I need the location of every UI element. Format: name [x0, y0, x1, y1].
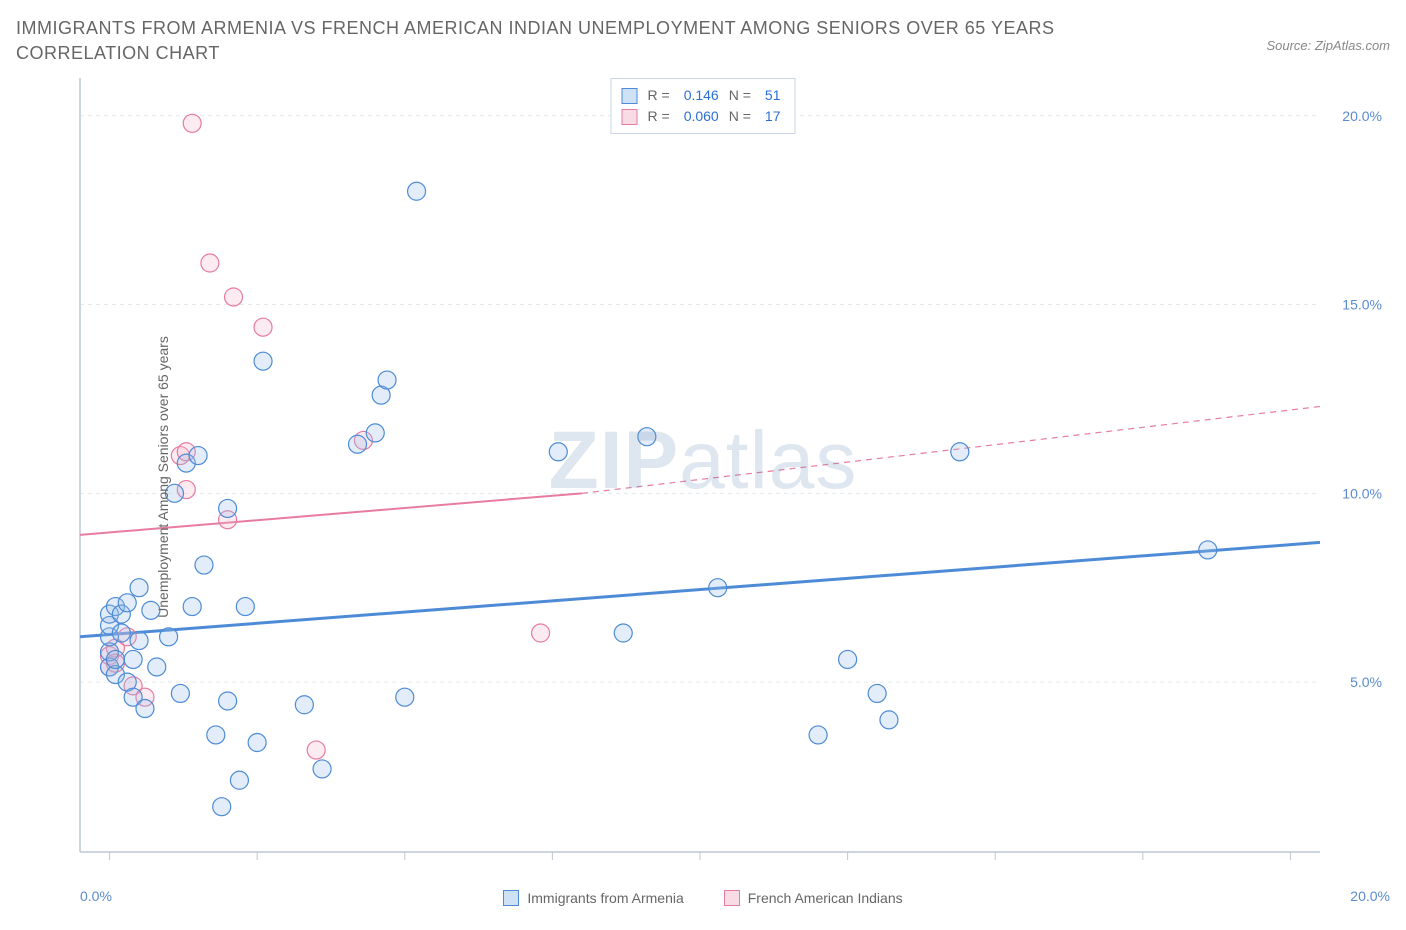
legend-swatch-blue	[622, 88, 638, 104]
n-value-2: 17	[765, 106, 781, 127]
n-label-1: N =	[729, 85, 751, 106]
legend-label-2: French American Indians	[748, 890, 903, 906]
n-label-2: N =	[729, 106, 751, 127]
legend-bottom-swatch-blue	[503, 890, 519, 906]
x-max-label: 20.0%	[1350, 888, 1390, 904]
x-min-label: 0.0%	[80, 888, 112, 904]
legend-swatch-pink	[622, 109, 638, 125]
chart-title: IMMIGRANTS FROM ARMENIA VS FRENCH AMERIC…	[16, 16, 1116, 66]
legend-bottom: Immigrants from Armenia French American …	[16, 890, 1390, 906]
header: IMMIGRANTS FROM ARMENIA VS FRENCH AMERIC…	[16, 16, 1390, 66]
svg-text:20.0%: 20.0%	[1342, 108, 1382, 124]
legend-stats: R = 0.146 N = 51 R = 0.060 N = 17	[611, 78, 796, 134]
r-value-1: 0.146	[684, 85, 719, 106]
legend-stats-row-2: R = 0.060 N = 17	[622, 106, 781, 127]
scatter-plot: 5.0% 10.0% 15.0% 20.0%	[16, 72, 1390, 882]
svg-text:15.0%: 15.0%	[1342, 297, 1382, 313]
legend-item-1: Immigrants from Armenia	[503, 890, 683, 906]
y-axis-label: Unemployment Among Seniors over 65 years	[155, 337, 171, 619]
chart-container: IMMIGRANTS FROM ARMENIA VS FRENCH AMERIC…	[16, 16, 1390, 906]
r-label-1: R =	[648, 85, 670, 106]
n-value-1: 51	[765, 85, 781, 106]
svg-text:10.0%: 10.0%	[1342, 486, 1382, 502]
svg-text:5.0%: 5.0%	[1350, 674, 1382, 690]
r-value-2: 0.060	[684, 106, 719, 127]
legend-item-2: French American Indians	[724, 890, 903, 906]
r-label-2: R =	[648, 106, 670, 127]
legend-label-1: Immigrants from Armenia	[527, 890, 683, 906]
source-label: Source: ZipAtlas.com	[1266, 38, 1390, 53]
plot-area: Unemployment Among Seniors over 65 years…	[16, 72, 1390, 882]
legend-bottom-swatch-pink	[724, 890, 740, 906]
legend-stats-row-1: R = 0.146 N = 51	[622, 85, 781, 106]
